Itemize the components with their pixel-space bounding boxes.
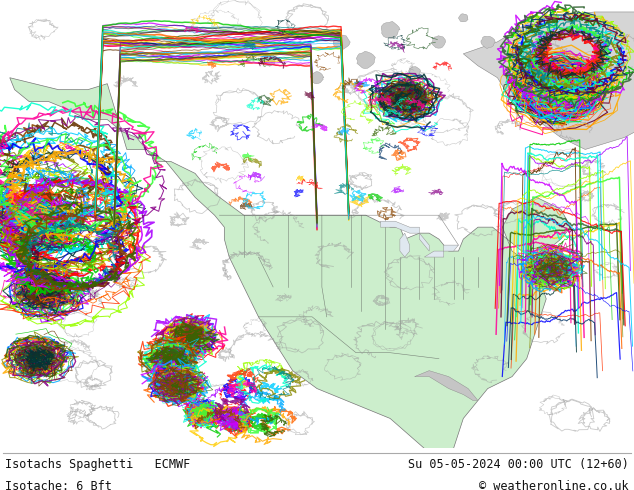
Polygon shape bbox=[35, 177, 44, 181]
Polygon shape bbox=[18, 183, 30, 188]
Polygon shape bbox=[409, 67, 420, 76]
Polygon shape bbox=[458, 14, 468, 22]
Polygon shape bbox=[381, 22, 400, 38]
Polygon shape bbox=[356, 51, 375, 69]
Polygon shape bbox=[5, 184, 15, 187]
Polygon shape bbox=[420, 233, 429, 251]
Text: Su 05-05-2024 00:00 UTC (12+60): Su 05-05-2024 00:00 UTC (12+60) bbox=[408, 458, 629, 470]
Polygon shape bbox=[400, 233, 410, 257]
Polygon shape bbox=[481, 36, 495, 49]
Polygon shape bbox=[10, 78, 571, 448]
Polygon shape bbox=[311, 72, 324, 84]
Text: Isotache: 6 Bft: Isotache: 6 Bft bbox=[5, 480, 112, 490]
Polygon shape bbox=[463, 12, 634, 149]
Polygon shape bbox=[424, 251, 444, 257]
Polygon shape bbox=[333, 34, 350, 49]
Polygon shape bbox=[444, 245, 458, 251]
Polygon shape bbox=[415, 370, 478, 400]
Polygon shape bbox=[380, 221, 420, 233]
Polygon shape bbox=[261, 53, 276, 66]
Polygon shape bbox=[432, 36, 446, 48]
Polygon shape bbox=[44, 183, 54, 187]
Text: © weatheronline.co.uk: © weatheronline.co.uk bbox=[479, 480, 629, 490]
Polygon shape bbox=[0, 183, 6, 188]
Text: Isotachs Spaghetti   ECMWF: Isotachs Spaghetti ECMWF bbox=[5, 458, 190, 470]
